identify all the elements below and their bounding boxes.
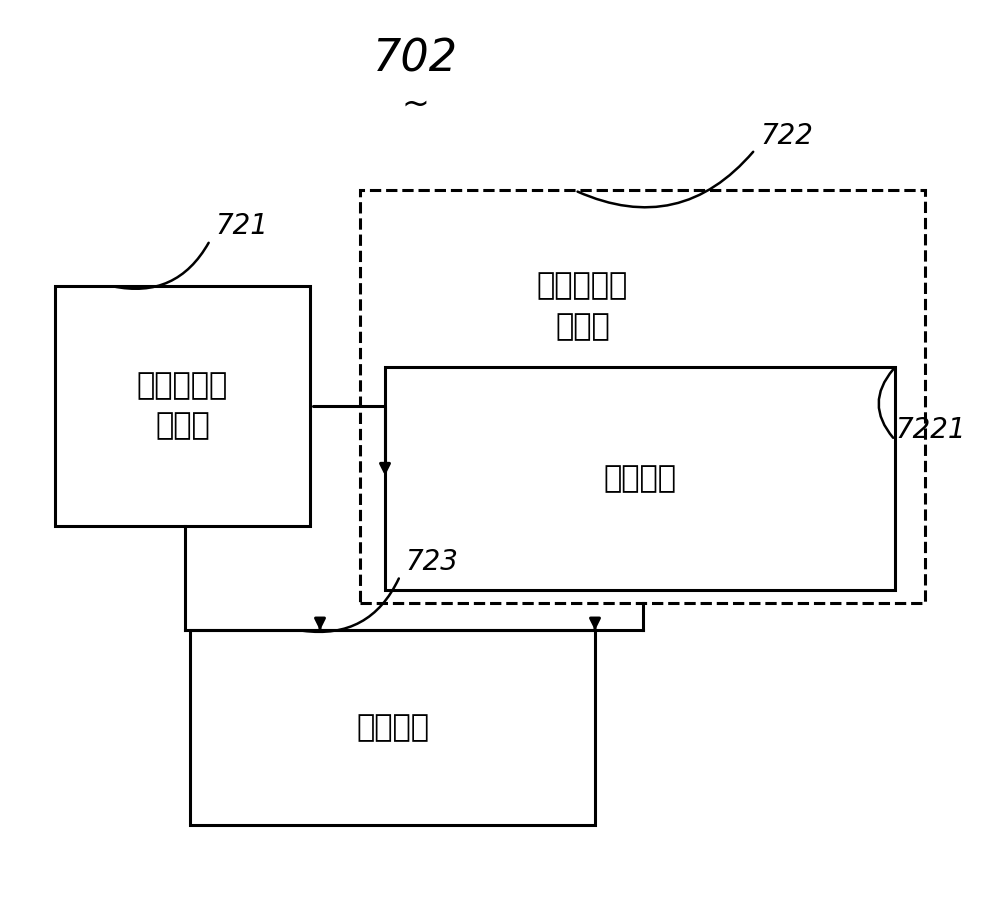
Bar bbox=[360, 190, 925, 603]
Text: 排序模块: 排序模块 bbox=[604, 464, 676, 493]
Bar bbox=[385, 367, 895, 590]
Text: 722: 722 bbox=[760, 122, 813, 150]
Text: 健康状态预
测模块: 健康状态预 测模块 bbox=[137, 371, 228, 441]
Bar bbox=[190, 630, 595, 825]
Text: 723: 723 bbox=[405, 548, 458, 576]
Text: 判断模块: 判断模块 bbox=[356, 714, 429, 742]
Text: 721: 721 bbox=[215, 212, 268, 240]
Text: 7221: 7221 bbox=[895, 416, 966, 444]
Text: 放电时长预
测模块: 放电时长预 测模块 bbox=[537, 271, 628, 341]
Text: 702: 702 bbox=[372, 37, 458, 81]
Text: ~: ~ bbox=[401, 88, 429, 121]
Bar bbox=[55, 286, 310, 526]
